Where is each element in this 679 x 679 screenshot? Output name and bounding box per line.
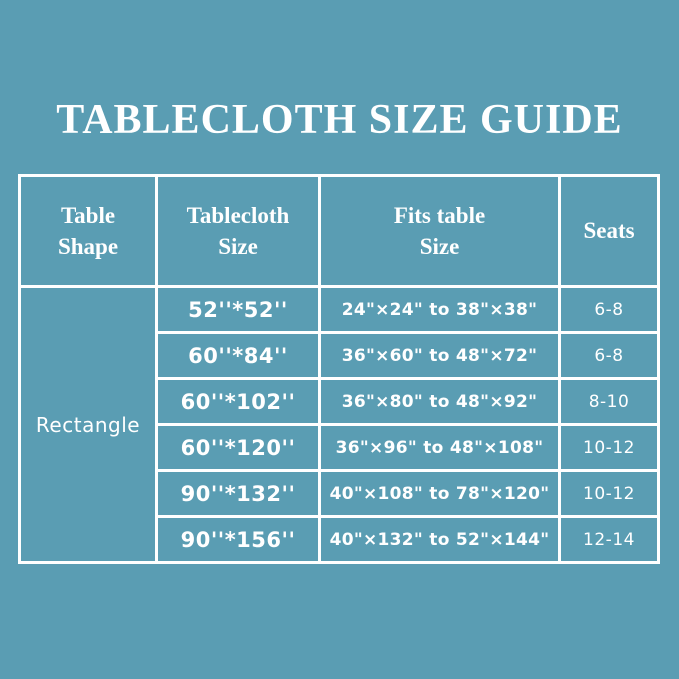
- seats-cell: 8-10: [558, 377, 660, 426]
- tablecloth-size-cell: 60''*120'': [155, 423, 321, 472]
- seats-cell: 12-14: [558, 515, 660, 564]
- fits-table-size-cell: 24"×24" to 38"×38": [318, 285, 561, 334]
- table-row: 90''*132'' 40"×108" to 78"×120" 10-12: [20, 469, 660, 518]
- seats-cell: 10-12: [558, 423, 660, 472]
- table-row: 60''*84'' 36"×60" to 48"×72" 6-8: [20, 331, 660, 380]
- fits-table-size-cell: 36"×96" to 48"×108": [318, 423, 561, 472]
- page-title: TABLECLOTH SIZE GUIDE: [56, 97, 623, 143]
- tablecloth-size-cell: 60''*102'': [155, 377, 321, 426]
- table-row: Rectangle 52''*52'' 24"×24" to 38"×38" 6…: [18, 285, 660, 564]
- table-shape-cell: Rectangle: [18, 285, 158, 564]
- fits-table-size-cell: 40"×108" to 78"×120": [318, 469, 561, 518]
- seats-cell: 6-8: [558, 331, 660, 380]
- tablecloth-size-cell: 90''*132'': [155, 469, 321, 518]
- table-row: 60''*120'' 36"×96" to 48"×108" 10-12: [20, 423, 660, 472]
- fits-table-size-cell: 36"×60" to 48"×72": [318, 331, 561, 380]
- fits-table-size-cell: 36"×80" to 48"×92": [318, 377, 561, 426]
- tablecloth-size-cell: 60''*84'': [155, 331, 321, 380]
- column-header-seats: Seats: [558, 174, 660, 288]
- table-header-row: Table Shape Tablecloth Size Fits table S…: [18, 174, 660, 288]
- tablecloth-size-cell: 90''*156'': [155, 515, 321, 564]
- tablecloth-size-cell: 52''*52'': [155, 285, 321, 334]
- fits-table-size-cell: 40"×132" to 52"×144": [318, 515, 561, 564]
- column-header-table-shape: Table Shape: [18, 174, 158, 288]
- table-row: 60''*102'' 36"×80" to 48"×92" 8-10: [20, 377, 660, 426]
- column-header-fits-table-size: Fits table Size: [318, 174, 561, 288]
- seats-cell: 10-12: [558, 469, 660, 518]
- size-guide-table: Table Shape Tablecloth Size Fits table S…: [18, 174, 660, 564]
- column-header-tablecloth-size: Tablecloth Size: [155, 174, 321, 288]
- table-row: 90''*156'' 40"×132" to 52"×144" 12-14: [20, 515, 660, 564]
- seats-cell: 6-8: [558, 285, 660, 334]
